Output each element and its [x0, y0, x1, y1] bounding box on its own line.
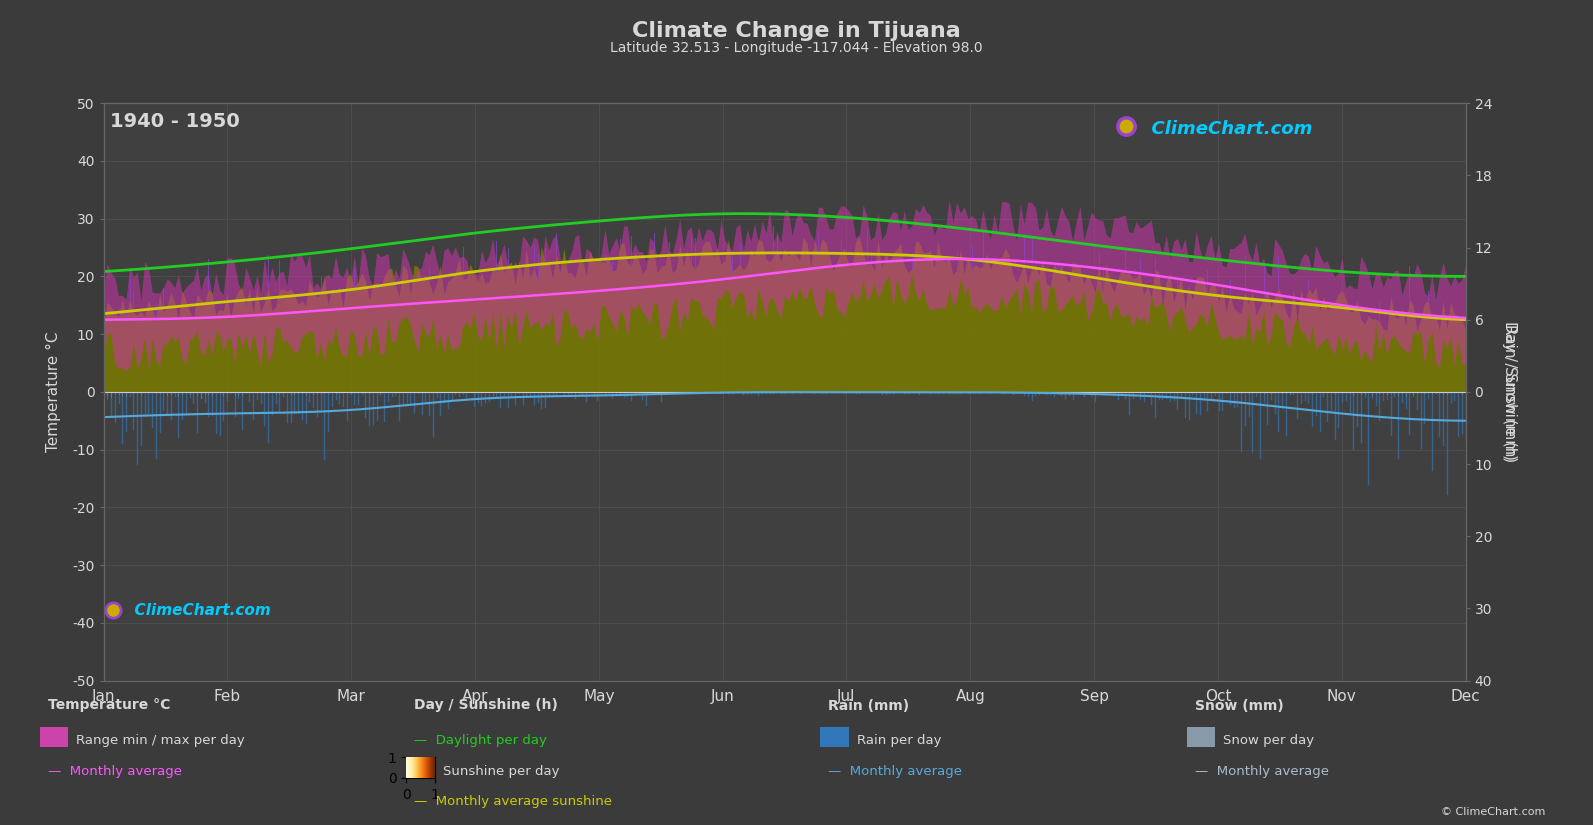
Text: © ClimeChart.com: © ClimeChart.com	[1440, 807, 1545, 817]
Text: Rain per day: Rain per day	[857, 734, 941, 747]
Text: ClimeChart.com: ClimeChart.com	[124, 602, 271, 618]
Text: Snow (mm): Snow (mm)	[1195, 699, 1284, 713]
Text: Climate Change in Tijuana: Climate Change in Tijuana	[632, 21, 961, 40]
Y-axis label: Rain / Snow (mm): Rain / Snow (mm)	[1502, 324, 1517, 460]
Text: Range min / max per day: Range min / max per day	[76, 734, 245, 747]
Text: Temperature °C: Temperature °C	[48, 699, 170, 713]
Text: Snow per day: Snow per day	[1223, 734, 1314, 747]
Text: Sunshine per day: Sunshine per day	[443, 765, 559, 778]
Text: —  Monthly average: — Monthly average	[828, 765, 962, 778]
Text: —  Monthly average: — Monthly average	[48, 765, 182, 778]
Text: —  Monthly average: — Monthly average	[1195, 765, 1329, 778]
Text: Rain (mm): Rain (mm)	[828, 699, 910, 713]
Y-axis label: Day / Sunshine (h): Day / Sunshine (h)	[1502, 321, 1518, 463]
Text: ClimeChart.com: ClimeChart.com	[1139, 120, 1313, 139]
Text: Day / Sunshine (h): Day / Sunshine (h)	[414, 699, 558, 713]
Text: Latitude 32.513 - Longitude -117.044 - Elevation 98.0: Latitude 32.513 - Longitude -117.044 - E…	[610, 41, 983, 55]
Text: 1940 - 1950: 1940 - 1950	[110, 112, 241, 131]
Text: —  Monthly average sunshine: — Monthly average sunshine	[414, 795, 612, 808]
Y-axis label: Temperature °C: Temperature °C	[46, 332, 61, 452]
Text: —  Daylight per day: — Daylight per day	[414, 734, 546, 747]
